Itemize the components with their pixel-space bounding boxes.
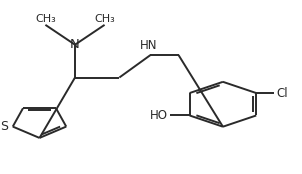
Text: N: N bbox=[70, 38, 80, 51]
Text: HN: HN bbox=[140, 39, 158, 52]
Text: Cl: Cl bbox=[276, 86, 288, 100]
Text: HO: HO bbox=[149, 109, 167, 122]
Text: CH₃: CH₃ bbox=[94, 14, 115, 24]
Text: S: S bbox=[1, 120, 8, 133]
Text: CH₃: CH₃ bbox=[35, 14, 56, 24]
